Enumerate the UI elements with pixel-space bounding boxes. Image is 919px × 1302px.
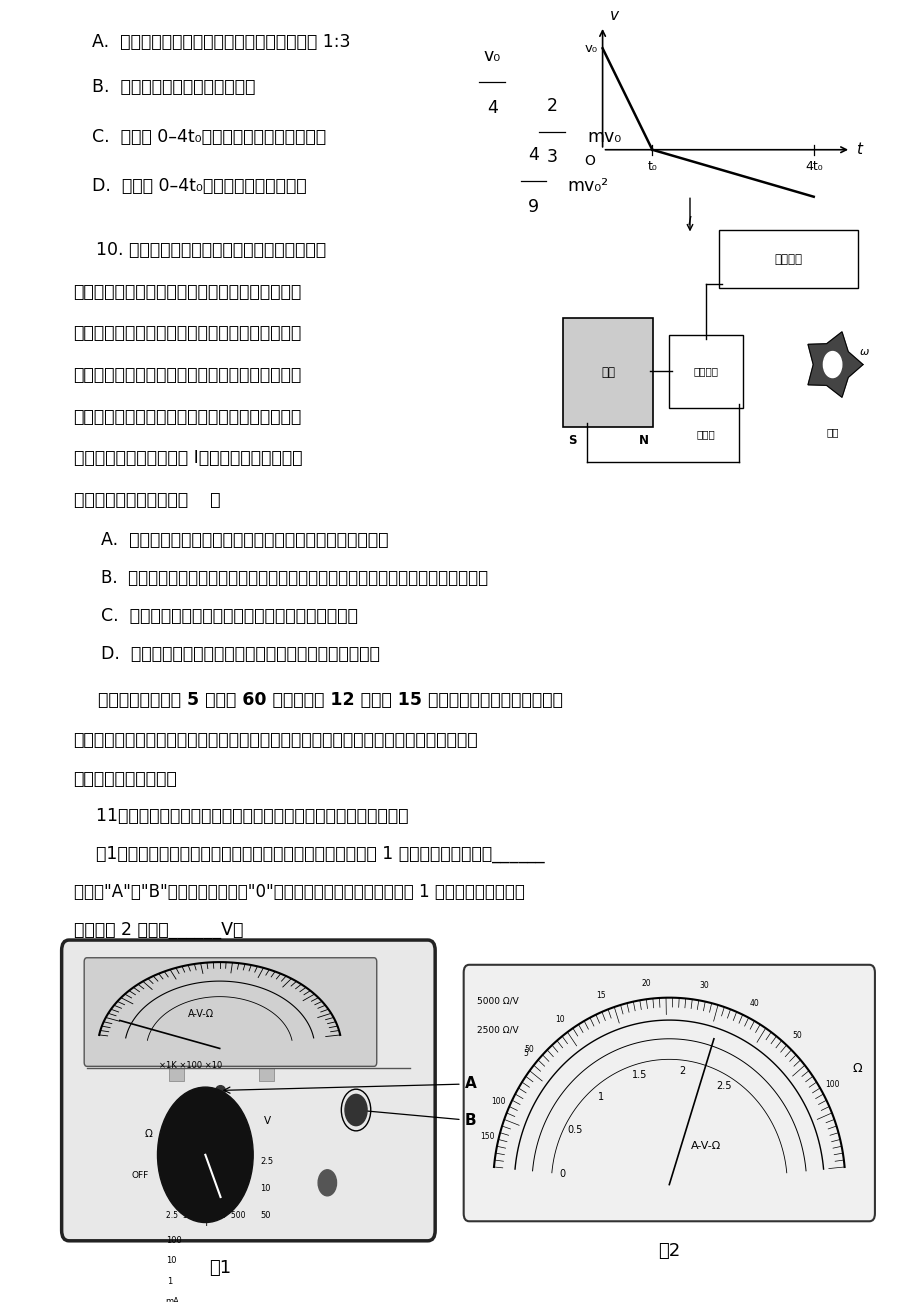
Text: 0: 0	[559, 1169, 565, 1178]
Text: 二、非选择题：共 5 题，共 60 分。其中第 12 题～第 15 题解答时请写出必要的文字说: 二、非选择题：共 5 题，共 60 分。其中第 12 题～第 15 题解答时请写…	[74, 691, 562, 710]
Text: 1: 1	[166, 1277, 172, 1285]
Text: 路。下列说法正确的是（    ）: 路。下列说法正确的是（ ）	[74, 491, 220, 509]
Text: 9: 9	[528, 198, 539, 216]
Circle shape	[823, 352, 841, 378]
Text: S: S	[567, 434, 576, 447]
Text: 4: 4	[528, 146, 539, 164]
Text: t: t	[855, 142, 861, 158]
Text: 5: 5	[523, 1049, 528, 1059]
Text: N: N	[639, 434, 648, 447]
Text: 20: 20	[641, 979, 650, 988]
Text: ω: ω	[859, 346, 868, 357]
Text: B.  若将磁体的两极对调，同时将电流方向改为向上，则前后表面电势的高低情况不变: B. 若将磁体的两极对调，同时将电流方向改为向上，则前后表面电势的高低情况不变	[101, 569, 488, 587]
Text: 15: 15	[596, 991, 605, 1000]
Text: 10: 10	[554, 1016, 563, 1025]
Text: 1.5: 1.5	[631, 1070, 646, 1081]
Polygon shape	[807, 332, 862, 397]
Text: 2500 Ω/V: 2500 Ω/V	[476, 1026, 517, 1035]
Text: 4: 4	[486, 99, 497, 117]
Text: V: V	[264, 1116, 271, 1126]
Text: 40: 40	[748, 999, 758, 1008]
Text: 10: 10	[260, 1184, 271, 1193]
Text: I: I	[687, 215, 691, 228]
Text: C.  小球在 0–4t₀时间内动量变化量的大小为: C. 小球在 0–4t₀时间内动量变化量的大小为	[92, 128, 325, 146]
Text: D.  小球在 0–4t₀过程中阻力所做的功为: D. 小球在 0–4t₀过程中阻力所做的功为	[92, 177, 306, 195]
Circle shape	[318, 1169, 336, 1195]
Text: v: v	[609, 8, 618, 23]
Text: 如图所示为轮速传感器的原理示意图，假设齿轮为: 如图所示为轮速传感器的原理示意图，假设齿轮为	[74, 283, 301, 301]
Text: 100: 100	[165, 1236, 181, 1245]
Text: （1）先用多用电表估测其电动势，测量前发现指针指在如图 1 所示位置，应先调节______: （1）先用多用电表估测其电动势，测量前发现指针指在如图 1 所示位置，应先调节_…	[74, 845, 544, 863]
Text: 10: 10	[166, 1256, 176, 1266]
Text: Y: Y	[202, 1219, 208, 1228]
Text: 2: 2	[679, 1066, 686, 1077]
Text: 磁体: 磁体	[600, 366, 615, 379]
Text: 尔元件上下两面通入电流 I，前后两面连接控制电: 尔元件上下两面通入电流 I，前后两面连接控制电	[74, 449, 301, 467]
Text: 1: 1	[597, 1091, 603, 1101]
Circle shape	[345, 1095, 367, 1126]
Text: v₀: v₀	[483, 47, 500, 65]
Text: mv₀: mv₀	[586, 128, 620, 146]
Bar	[169, 1068, 184, 1081]
Text: 3: 3	[546, 148, 557, 167]
Text: 30: 30	[698, 980, 709, 990]
Text: 10. 应用霍尔效应可以测量车轮的转动角速度，: 10. 应用霍尔效应可以测量车轮的转动角速度，	[74, 241, 325, 259]
Text: t₀: t₀	[647, 160, 656, 173]
Text: 11、高邮市某中学物理兴趣实验小组测量某电池的电动势和内阻。: 11、高邮市某中学物理兴趣实验小组测量某电池的电动势和内阻。	[74, 807, 408, 825]
Text: 齿轮: 齿轮	[825, 427, 838, 437]
Text: 5000 Ω/V: 5000 Ω/V	[476, 997, 517, 1006]
FancyBboxPatch shape	[463, 965, 874, 1221]
Text: 图2: 图2	[657, 1242, 680, 1260]
FancyBboxPatch shape	[562, 318, 652, 427]
Text: A-V-Ω: A-V-Ω	[690, 1141, 720, 1151]
Text: v₀: v₀	[584, 42, 597, 55]
Text: 前表面: 前表面	[696, 430, 715, 440]
Text: 2: 2	[546, 96, 557, 115]
Text: 0.5: 0.5	[567, 1125, 583, 1134]
Circle shape	[157, 1087, 253, 1223]
Text: 明确写出数值和单位。: 明确写出数值和单位。	[74, 769, 177, 788]
Text: 4t₀: 4t₀	[804, 160, 822, 173]
Text: 50: 50	[524, 1044, 534, 1053]
Text: B.  小球返回手中时速度的大小为: B. 小球返回手中时速度的大小为	[92, 78, 255, 96]
Text: A.  上升过程与下降过程中阻力的冲量大小之比 1:3: A. 上升过程与下降过程中阻力的冲量大小之比 1:3	[92, 33, 350, 51]
Text: 50: 50	[260, 1211, 271, 1220]
Text: mv₀²: mv₀²	[567, 177, 608, 195]
Text: Ω: Ω	[145, 1130, 153, 1139]
Text: （选填"A"或"B"）使指针指在左侧"0"刻线处。然后将选择开关旋至图 1 所示位置进行测量，: （选填"A"或"B"）使指针指在左侧"0"刻线处。然后将选择开关旋至图 1 所示…	[74, 883, 524, 901]
Text: mA: mA	[165, 1297, 178, 1302]
Text: 霍尔元件: 霍尔元件	[693, 366, 718, 376]
Text: 100: 100	[490, 1096, 505, 1105]
Text: 图1: 图1	[209, 1259, 231, 1277]
Text: Ω: Ω	[852, 1062, 861, 1075]
Text: 150: 150	[480, 1133, 494, 1142]
Text: 100: 100	[824, 1081, 839, 1088]
FancyBboxPatch shape	[85, 958, 377, 1066]
FancyBboxPatch shape	[62, 940, 435, 1241]
Text: 2.5  10  50  250  500: 2.5 10 50 250 500	[165, 1211, 244, 1220]
Text: 控制电路: 控制电路	[774, 253, 802, 266]
Text: 示数如图 2 所示为______V。: 示数如图 2 所示为______V。	[74, 921, 243, 939]
Text: 2.5: 2.5	[260, 1157, 273, 1167]
Text: 霍尔元件时，磁体与齿轮间的磁场减弱。工作时霍: 霍尔元件时，磁体与齿轮间的磁场减弱。工作时霍	[74, 408, 301, 426]
Text: 五齿结构，且均匀分布，当齿轮凸起部分靠近霍尔: 五齿结构，且均匀分布，当齿轮凸起部分靠近霍尔	[74, 324, 301, 342]
Text: 元件时，磁体与齿轮间的磁场增强，凹陷部分靠近: 元件时，磁体与齿轮间的磁场增强，凹陷部分靠近	[74, 366, 301, 384]
FancyBboxPatch shape	[719, 230, 857, 288]
Text: 2.5: 2.5	[716, 1082, 731, 1091]
Text: OFF: OFF	[130, 1170, 148, 1180]
Text: A-V-Ω: A-V-Ω	[188, 1009, 214, 1019]
Text: A.  若霍尔元件材料为金属导体，则前表面比后表面的电势高: A. 若霍尔元件材料为金属导体，则前表面比后表面的电势高	[101, 531, 389, 549]
Text: O: O	[584, 154, 595, 168]
Bar	[259, 1068, 274, 1081]
Text: 50: 50	[791, 1031, 801, 1040]
Text: C.  若电流恒定，则控制电路监测到的电压也恒定不变: C. 若电流恒定，则控制电路监测到的电压也恒定不变	[101, 607, 357, 625]
FancyBboxPatch shape	[668, 335, 743, 408]
Text: B: B	[360, 1108, 476, 1128]
Text: ×1K ×100 ×10: ×1K ×100 ×10	[159, 1061, 222, 1070]
Text: 明、方程式和重要的演算步骤，只写出最后答案的不能得分；有数值计算时，答案中必须: 明、方程式和重要的演算步骤，只写出最后答案的不能得分；有数值计算时，答案中必须	[74, 730, 478, 749]
Text: D.  若自行车的车速增大，则控制电路监测到的电压也增大: D. 若自行车的车速增大，则控制电路监测到的电压也增大	[101, 644, 380, 663]
Text: A: A	[223, 1077, 476, 1094]
